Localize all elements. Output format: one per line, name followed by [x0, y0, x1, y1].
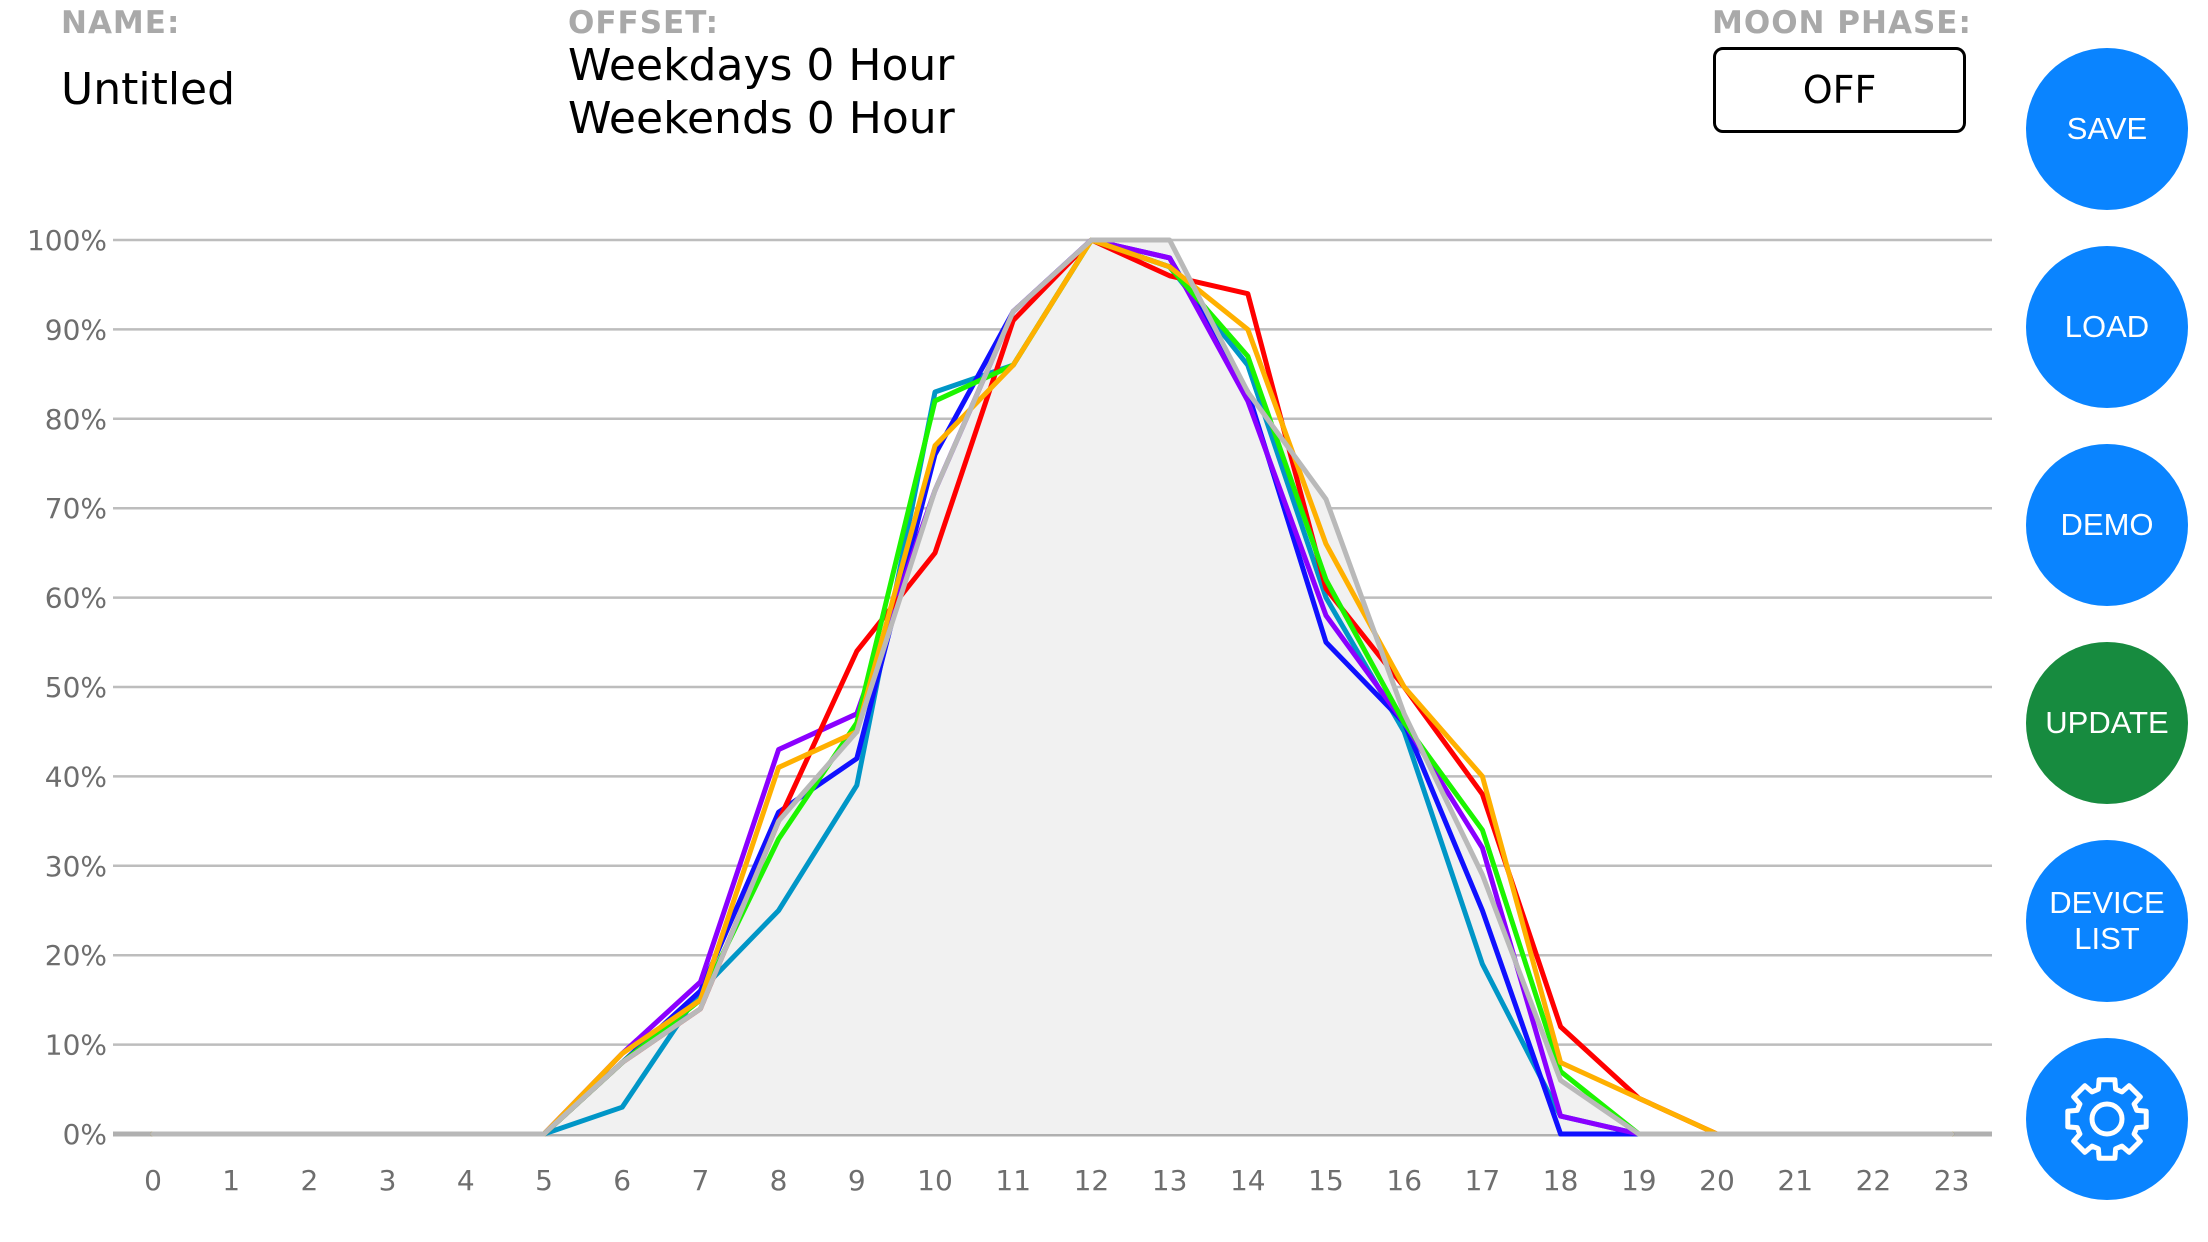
name-label: NAME: [61, 5, 181, 41]
x-tick-label: 21 [1777, 1164, 1813, 1197]
y-tick-label: 60% [45, 582, 107, 615]
x-tick-label: 7 [691, 1164, 709, 1197]
y-tick-label: 30% [45, 850, 107, 883]
gear-outline [2065, 1077, 2149, 1161]
x-tick-label: 10 [917, 1164, 953, 1197]
x-tick-label: 19 [1621, 1164, 1657, 1197]
series-line[interactable] [150, 237, 1955, 1137]
x-tick-label: 0 [144, 1164, 162, 1197]
offset-label: OFFSET: [568, 5, 720, 41]
y-tick-label: 80% [45, 403, 107, 436]
x-tick-label: 6 [613, 1164, 631, 1197]
x-tick-label: 14 [1230, 1164, 1266, 1197]
y-tick-label: 50% [45, 671, 107, 704]
x-tick-label: 20 [1699, 1164, 1735, 1197]
save-button-label: SAVE [2066, 111, 2148, 147]
save-button[interactable]: SAVE [2026, 48, 2188, 210]
chart-area-fill [153, 240, 1952, 1134]
x-tick-label: 12 [1074, 1164, 1110, 1197]
x-tick-label: 3 [379, 1164, 397, 1197]
chart-series[interactable] [150, 237, 1955, 1137]
x-tick-label: 8 [770, 1164, 788, 1197]
x-tick-label: 5 [535, 1164, 553, 1197]
moon-phase-toggle[interactable]: OFF [1713, 47, 1966, 133]
device-list-label-line1: DEVICE [2049, 885, 2165, 921]
profile-name[interactable]: Untitled [61, 64, 236, 115]
x-tick-label: 4 [457, 1164, 475, 1197]
load-button-label: LOAD [2064, 309, 2150, 345]
device-list-button[interactable]: DEVICE LIST [2026, 840, 2188, 1002]
x-tick-label: 2 [300, 1164, 318, 1197]
x-axis-ticks: 0 1 2 3 4 5 6 7 8 9 10 11 12 13 14 15 16 17 18 19 20 21 22 23 [144, 1164, 1969, 1197]
y-tick-label: 0% [63, 1118, 107, 1151]
y-tick-label: 70% [45, 492, 107, 525]
load-button[interactable]: LOAD [2026, 246, 2188, 408]
x-tick-label: 23 [1934, 1164, 1970, 1197]
offset-weekdays[interactable]: Weekdays 0 Hour [568, 40, 955, 91]
y-tick-label: 20% [45, 939, 107, 972]
settings-button[interactable] [2026, 1038, 2188, 1200]
y-tick-label: 90% [45, 313, 107, 346]
x-tick-label: 22 [1856, 1164, 1892, 1197]
y-axis-ticks: 0% 10% 20% 30% 40% 50% 60% 70% 80% 90% 100% [27, 224, 107, 1151]
x-tick-label: 13 [1152, 1164, 1188, 1197]
x-tick-label: 15 [1308, 1164, 1344, 1197]
demo-button-label: DEMO [2060, 507, 2154, 543]
x-tick-label: 18 [1543, 1164, 1579, 1197]
demo-button[interactable]: DEMO [2026, 444, 2188, 606]
x-tick-label: 9 [848, 1164, 866, 1197]
x-tick-label: 16 [1386, 1164, 1422, 1197]
update-button[interactable]: UPDATE [2026, 642, 2188, 804]
update-button-label: UPDATE [2045, 705, 2169, 741]
x-tick-label: 17 [1465, 1164, 1501, 1197]
chart-fill-area [153, 240, 1952, 1134]
gear-icon [2065, 1077, 2149, 1161]
gear-hub [2089, 1101, 2125, 1137]
y-tick-label: 100% [27, 224, 107, 257]
offset-weekends[interactable]: Weekends 0 Hour [568, 93, 955, 144]
moon-phase-label: MOON PHASE: [1712, 5, 1972, 41]
x-tick-label: 1 [222, 1164, 240, 1197]
device-list-label-line2: LIST [2074, 921, 2140, 956]
y-tick-label: 10% [45, 1029, 107, 1062]
y-tick-label: 40% [45, 760, 107, 793]
x-tick-label: 11 [995, 1164, 1031, 1197]
